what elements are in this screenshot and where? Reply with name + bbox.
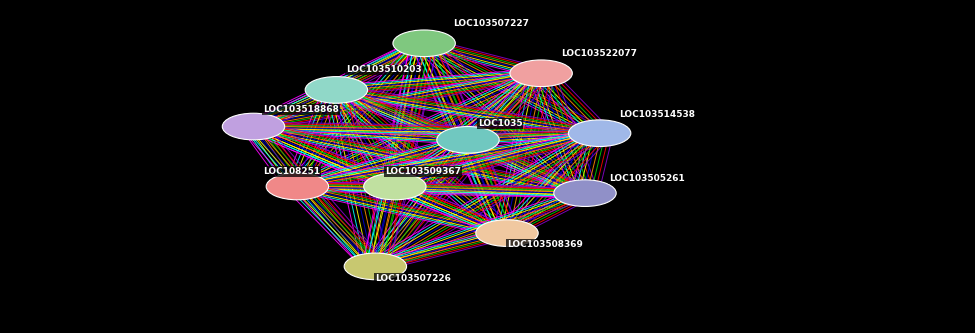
Ellipse shape bbox=[344, 253, 407, 280]
Text: LOC108251: LOC108251 bbox=[263, 167, 321, 176]
Ellipse shape bbox=[266, 173, 329, 200]
Ellipse shape bbox=[364, 173, 426, 200]
Ellipse shape bbox=[393, 30, 455, 57]
Text: LOC103522077: LOC103522077 bbox=[561, 49, 637, 58]
Ellipse shape bbox=[305, 77, 368, 103]
Text: LOC1035: LOC1035 bbox=[478, 119, 523, 128]
Text: LOC103510203: LOC103510203 bbox=[346, 65, 422, 75]
Ellipse shape bbox=[437, 127, 499, 153]
Text: LOC103505261: LOC103505261 bbox=[609, 173, 685, 183]
Text: LOC103507227: LOC103507227 bbox=[453, 19, 529, 28]
Text: LOC103514538: LOC103514538 bbox=[619, 110, 695, 120]
Text: LOC103507226: LOC103507226 bbox=[375, 273, 451, 283]
Ellipse shape bbox=[476, 220, 538, 246]
Ellipse shape bbox=[554, 180, 616, 206]
Text: LOC103509367: LOC103509367 bbox=[385, 167, 461, 176]
Ellipse shape bbox=[510, 60, 572, 87]
Ellipse shape bbox=[222, 113, 285, 140]
Ellipse shape bbox=[568, 120, 631, 147]
Text: LOC103518868: LOC103518868 bbox=[263, 105, 339, 115]
Text: LOC103508369: LOC103508369 bbox=[507, 240, 583, 249]
